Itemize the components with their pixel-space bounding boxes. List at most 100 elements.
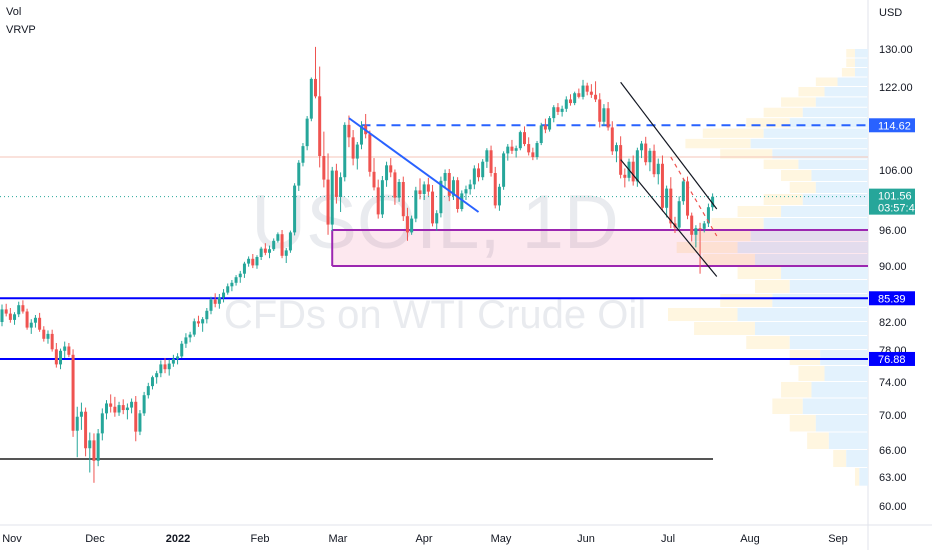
price-tag: [869, 291, 915, 306]
candle: [652, 144, 656, 178]
candle: [117, 401, 121, 416]
vp-bar-up: [815, 182, 868, 193]
candle: [79, 402, 83, 430]
vp-bar-down: [763, 194, 803, 205]
vp-bar-down: [841, 68, 855, 77]
descending-trendline[interactable]: [348, 117, 480, 213]
vp-bar-up: [846, 450, 868, 467]
candle: [84, 407, 88, 457]
candle: [660, 155, 664, 212]
vp-bar-down: [668, 308, 738, 321]
vp-bar-down: [685, 138, 751, 149]
candle: [451, 176, 455, 200]
candle: [656, 158, 660, 185]
candle: [497, 183, 501, 211]
candle: [414, 186, 418, 223]
candle: [602, 104, 606, 126]
vp-bar-down: [807, 432, 829, 449]
candle: [531, 147, 535, 161]
levels-layer[interactable]: [0, 124, 868, 460]
candle: [42, 326, 46, 342]
candle: [209, 296, 213, 315]
vp-bar-up: [750, 230, 868, 241]
candle: [121, 399, 125, 415]
vp-bar-down: [781, 382, 812, 398]
candle: [251, 254, 255, 269]
candle: [355, 141, 359, 170]
indicator-vrvp-label[interactable]: VRVP: [6, 24, 36, 36]
candle: [230, 280, 234, 292]
time-tick: 2022: [166, 533, 190, 545]
vp-bar-up: [754, 322, 868, 335]
candle: [397, 179, 401, 202]
candle: [88, 432, 92, 473]
time-axis[interactable]: Nov Dec 2022 Feb Mar Apr May Jun Jul Aug Sep: [2, 533, 848, 545]
time-tick: Jul: [661, 533, 675, 545]
support-zone-box[interactable]: [332, 230, 869, 266]
vp-bar-down: [737, 206, 782, 217]
candle: [29, 319, 33, 334]
candle: [698, 222, 702, 274]
candle: [4, 303, 8, 317]
vp-bar-down: [789, 415, 816, 432]
candle: [489, 145, 493, 177]
candle: [706, 203, 710, 227]
candle: [54, 343, 58, 368]
candle: [92, 433, 96, 483]
candle: [25, 308, 29, 330]
candle: [418, 178, 422, 200]
candle: [648, 148, 652, 172]
candle: [167, 359, 171, 376]
candle: [401, 176, 405, 221]
candle: [468, 179, 472, 195]
price-tick: 63.00: [879, 472, 907, 484]
candle: [46, 330, 50, 344]
candle: [0, 304, 4, 327]
candle: [493, 166, 497, 209]
candle: [690, 212, 694, 242]
candle: [326, 153, 330, 235]
candle: [314, 46, 317, 99]
candle: [347, 115, 351, 148]
vp-bar-up: [789, 336, 868, 349]
vp-bar-down: [763, 107, 803, 118]
candle: [481, 159, 485, 181]
candle: [431, 185, 435, 227]
vp-bar-up: [772, 149, 868, 159]
candle: [456, 177, 460, 213]
vp-bar-up: [811, 170, 868, 181]
candle: [568, 94, 572, 106]
candle: [485, 148, 489, 168]
candle: [351, 130, 355, 166]
channel-lower-line[interactable]: [620, 159, 718, 277]
candle: [113, 396, 117, 417]
channel-upper-line[interactable]: [620, 81, 718, 210]
candle: [268, 245, 272, 259]
candle: [644, 136, 648, 166]
price-axis[interactable]: USD 130.00122.00106.0096.0090.0082.0078.…: [879, 7, 913, 513]
candle: [502, 151, 506, 190]
candle: [472, 165, 476, 190]
candle: [614, 142, 618, 163]
candle: [339, 172, 343, 212]
vp-bar-up: [815, 97, 868, 107]
vp-bar-up: [815, 415, 868, 432]
price-tick: 74.00: [879, 377, 907, 389]
vp-bar-up: [837, 77, 868, 86]
candle: [293, 183, 297, 236]
zone-layer[interactable]: [331, 229, 869, 267]
candle: [109, 394, 113, 413]
vp-bar-down: [833, 450, 847, 467]
indicator-vol-label[interactable]: Vol: [6, 6, 22, 18]
candle: [564, 96, 568, 112]
candle: [234, 275, 238, 286]
drawings[interactable]: [348, 81, 718, 277]
candle: [711, 193, 715, 211]
price-tag-countdown: 03:57:43: [878, 203, 921, 215]
time-tick: Jun: [577, 533, 595, 545]
candle: [105, 400, 108, 420]
candle: [146, 382, 150, 399]
vp-bar-up: [737, 242, 868, 253]
